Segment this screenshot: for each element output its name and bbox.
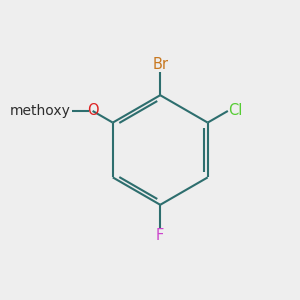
Text: F: F — [156, 228, 164, 243]
Text: methoxy: methoxy — [9, 104, 70, 118]
Text: Cl: Cl — [228, 103, 242, 118]
Text: Br: Br — [152, 57, 168, 72]
Text: O: O — [87, 103, 98, 118]
